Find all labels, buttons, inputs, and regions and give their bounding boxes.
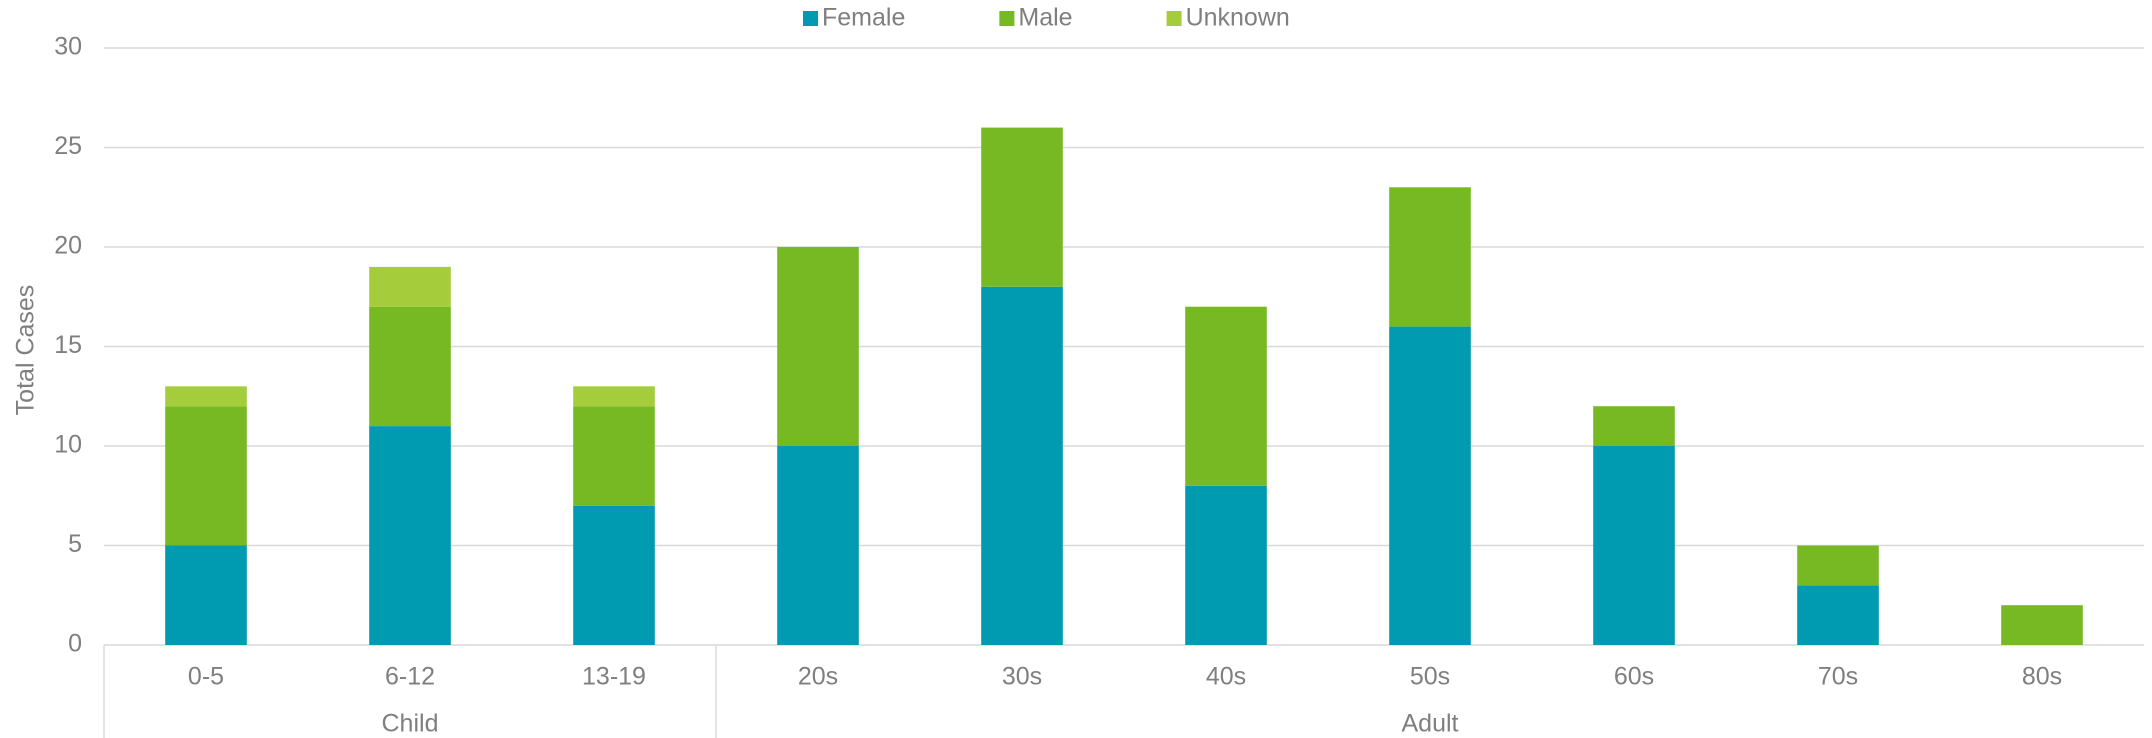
x-tick-label: 20s bbox=[798, 663, 838, 691]
legend-label: Female bbox=[822, 4, 905, 32]
bar-segment bbox=[165, 406, 247, 546]
bar-segment bbox=[2001, 605, 2083, 645]
x-tick-label: 30s bbox=[1002, 663, 1042, 691]
bar-segment bbox=[1185, 306, 1267, 486]
x-tick-label: 50s bbox=[1410, 663, 1450, 691]
legend-swatch bbox=[803, 11, 818, 26]
bar-segment bbox=[573, 406, 655, 506]
x-tick-label: 60s bbox=[1614, 663, 1654, 691]
bar-segment bbox=[369, 306, 451, 427]
bar-segment bbox=[981, 127, 1063, 287]
bar-segment bbox=[981, 286, 1063, 645]
y-tick-label: 15 bbox=[54, 331, 82, 359]
bar-segment bbox=[777, 247, 859, 446]
y-tick-label: 20 bbox=[54, 232, 82, 260]
bar-segment bbox=[369, 426, 451, 645]
y-tick-label: 0 bbox=[68, 630, 82, 658]
x-tick-label: 80s bbox=[2022, 663, 2062, 691]
y-tick-label: 25 bbox=[54, 132, 82, 160]
bar-segment bbox=[1593, 406, 1675, 446]
bar-segment bbox=[1593, 446, 1675, 645]
bar-segment bbox=[165, 545, 247, 645]
bar-segment bbox=[573, 505, 655, 645]
bar-segment bbox=[777, 446, 859, 645]
x-tick-label: 13-19 bbox=[582, 663, 646, 691]
y-tick-label: 30 bbox=[54, 33, 82, 61]
bar-segment bbox=[1389, 187, 1471, 327]
x-tick-label: 70s bbox=[1818, 663, 1858, 691]
bar-segment bbox=[1389, 326, 1471, 645]
bar-segment bbox=[573, 386, 655, 407]
x-tick-label: 0-5 bbox=[188, 663, 224, 691]
bar-segment bbox=[1797, 545, 1879, 586]
x-tick-label: 6-12 bbox=[385, 663, 435, 691]
bar-segment bbox=[1185, 485, 1267, 645]
group-label: Child bbox=[382, 710, 439, 738]
legend-swatch bbox=[1166, 11, 1182, 26]
legend-label: Unknown bbox=[1186, 4, 1290, 32]
legend-swatch bbox=[999, 11, 1015, 26]
bar-segment bbox=[165, 386, 247, 407]
x-tick-label: 40s bbox=[1206, 663, 1246, 691]
bar-segment bbox=[1797, 585, 1879, 645]
y-tick-label: 10 bbox=[54, 431, 82, 459]
legend-label: Male bbox=[1018, 4, 1072, 32]
y-axis-title: Total Cases bbox=[12, 285, 40, 416]
bar-segment bbox=[369, 266, 451, 307]
group-label: Adult bbox=[1402, 710, 1459, 738]
y-tick-label: 5 bbox=[68, 530, 82, 558]
